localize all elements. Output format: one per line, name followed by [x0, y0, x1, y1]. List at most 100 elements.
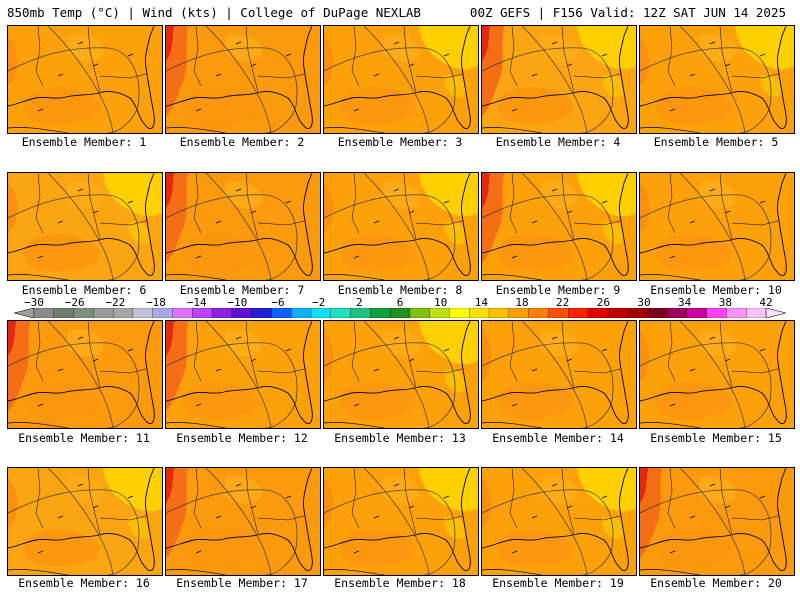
- ensemble-member-caption: Ensemble Member: 13: [334, 431, 466, 445]
- colorbar-segment: [409, 308, 431, 318]
- colorbar-segment: [211, 308, 233, 318]
- colorbar-tick-label: 10: [434, 296, 448, 309]
- ensemble-member-caption: Ensemble Member: 1: [21, 135, 147, 149]
- ensemble-map-panel: [7, 467, 163, 576]
- ensemble-map-panel: [323, 320, 479, 429]
- ensemble-map-panel: [7, 25, 163, 134]
- colorbar-segment: [686, 308, 708, 318]
- temperature-map: [482, 468, 636, 575]
- header-title-left: 850mb Temp (°C) | Wind (kts) | College o…: [7, 5, 421, 20]
- ensemble-map-panel: [481, 320, 637, 429]
- ensemble-member-caption: Ensemble Member: 19: [492, 576, 624, 590]
- colorbar-tick-label: 42: [759, 296, 773, 309]
- ensemble-member-caption: Ensemble Member: 7: [179, 283, 305, 297]
- colorbar-segment: [389, 308, 411, 318]
- colorbar-segment: [271, 308, 292, 318]
- ensemble-member-caption: Ensemble Member: 16: [18, 576, 150, 590]
- colorbar-tick-label: −30: [24, 296, 44, 309]
- ensemble-map-panel: [639, 467, 795, 576]
- temperature-map: [324, 321, 478, 428]
- ensemble-map-panel: [639, 172, 795, 281]
- temperature-map: [166, 321, 320, 428]
- ensemble-map-panel: [481, 172, 637, 281]
- colorbar-tick-label: −22: [105, 296, 126, 309]
- ensemble-map-panel: [7, 172, 163, 281]
- colorbar-tick-label: 38: [718, 296, 732, 309]
- colorbar-tick-label: 34: [678, 296, 692, 309]
- ensemble-map-panel: [165, 172, 321, 281]
- colorbar-tick-label: −6: [271, 296, 285, 309]
- colorbar-segment: [469, 308, 490, 318]
- ensemble-member-caption: Ensemble Member: 12: [176, 431, 308, 445]
- colorbar-segment: [746, 308, 767, 318]
- colorbar-segment: [291, 308, 312, 318]
- colorbar-max-arrow: [765, 308, 786, 318]
- colorbar-segment: [488, 308, 510, 318]
- ensemble-member-caption: Ensemble Member: 8: [337, 283, 463, 297]
- temperature-map: [8, 173, 162, 280]
- colorbar-segment: [706, 308, 727, 318]
- colorbar-segment: [152, 308, 173, 318]
- ensemble-map-panel: [323, 467, 479, 576]
- ensemble-member-caption: Ensemble Member: 20: [650, 576, 782, 590]
- colorbar-tick-label: 18: [515, 296, 529, 309]
- colorbar-segment: [666, 308, 688, 318]
- colorbar-segment: [607, 308, 628, 318]
- ensemble-map-panel: [165, 320, 321, 429]
- temperature-colorbar: [14, 308, 786, 318]
- ensemble-map-panel: [165, 25, 321, 134]
- temperature-map: [482, 26, 636, 133]
- colorbar-segment: [112, 308, 134, 318]
- colorbar-segment: [726, 308, 747, 318]
- temperature-map: [324, 468, 478, 575]
- ensemble-member-caption: Ensemble Member: 10: [650, 283, 782, 297]
- colorbar-tick-label: 2: [356, 296, 363, 309]
- ensemble-map-panel: [323, 172, 479, 281]
- colorbar-segment: [350, 308, 371, 318]
- ensemble-map-panel: [323, 25, 479, 134]
- colorbar-tick-label: −2: [312, 296, 326, 309]
- ensemble-member-caption: Ensemble Member: 17: [176, 576, 308, 590]
- temperature-map: [640, 173, 794, 280]
- ensemble-member-caption: Ensemble Member: 15: [650, 431, 782, 445]
- temperature-map: [8, 26, 162, 133]
- colorbar-segment: [587, 308, 609, 318]
- ensemble-map-panel: [639, 320, 795, 429]
- temperature-map: [482, 173, 636, 280]
- ensemble-map-panel: [7, 320, 163, 429]
- ensemble-member-caption: Ensemble Member: 6: [21, 283, 147, 297]
- ensemble-map-panel: [639, 25, 795, 134]
- colorbar-tick-label: −14: [186, 296, 207, 309]
- colorbar-segment: [93, 308, 114, 318]
- colorbar-segment: [132, 308, 154, 318]
- temperature-map: [8, 468, 162, 575]
- temperature-map: [324, 26, 478, 133]
- colorbar-segment: [73, 308, 94, 318]
- colorbar-segment: [528, 308, 549, 318]
- colorbar-tick-label: 26: [596, 296, 610, 309]
- ensemble-map-panel: [481, 25, 637, 134]
- temperature-map: [640, 468, 794, 575]
- colorbar-segment: [647, 308, 668, 318]
- colorbar-segment: [429, 308, 450, 318]
- colorbar-segment: [231, 308, 253, 318]
- colorbar-segment: [310, 308, 332, 318]
- temperature-map: [482, 321, 636, 428]
- temperature-map: [166, 26, 320, 133]
- ensemble-member-caption: Ensemble Member: 2: [179, 135, 305, 149]
- colorbar-tick-label: 30: [637, 296, 651, 309]
- ensemble-member-caption: Ensemble Member: 5: [653, 135, 779, 149]
- ensemble-map-panel: [481, 467, 637, 576]
- temperature-map: [8, 321, 162, 428]
- colorbar-segment: [370, 308, 391, 318]
- colorbar-tick-label: 6: [396, 296, 404, 309]
- ensemble-member-caption: Ensemble Member: 9: [495, 283, 621, 297]
- colorbar-segment: [192, 308, 213, 318]
- ensemble-member-caption: Ensemble Member: 3: [337, 135, 463, 149]
- colorbar-segment: [33, 308, 55, 318]
- ensemble-member-caption: Ensemble Member: 11: [18, 431, 150, 445]
- ensemble-member-caption: Ensemble Member: 4: [495, 135, 621, 149]
- colorbar-segment: [172, 308, 193, 318]
- temperature-map: [640, 321, 794, 428]
- temperature-map: [640, 26, 794, 133]
